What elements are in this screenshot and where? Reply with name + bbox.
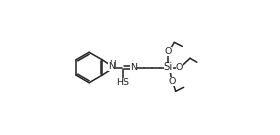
- Text: O: O: [165, 47, 172, 56]
- Text: O: O: [168, 77, 176, 86]
- Text: N: N: [130, 63, 137, 72]
- Text: O: O: [176, 63, 183, 72]
- Text: HS: HS: [116, 77, 129, 87]
- Text: N: N: [108, 62, 115, 71]
- Text: H: H: [109, 60, 115, 69]
- Text: Si: Si: [164, 63, 173, 72]
